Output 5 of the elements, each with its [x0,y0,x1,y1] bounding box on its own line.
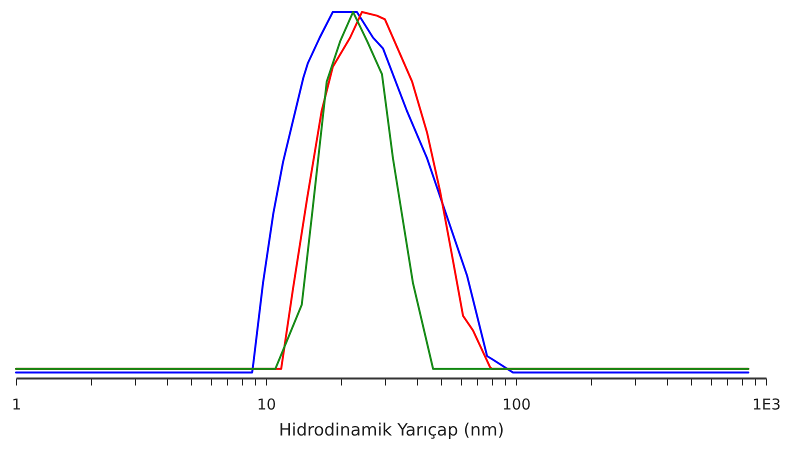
x-tick-label: 100 [502,396,531,414]
x-tick-label: 1 [12,396,22,414]
x-axis-title: Hidrodinamik Yarıçap (nm) [278,420,504,440]
x-tick-label: 10 [256,396,276,414]
x-tick-label: 1E3 [752,396,781,414]
